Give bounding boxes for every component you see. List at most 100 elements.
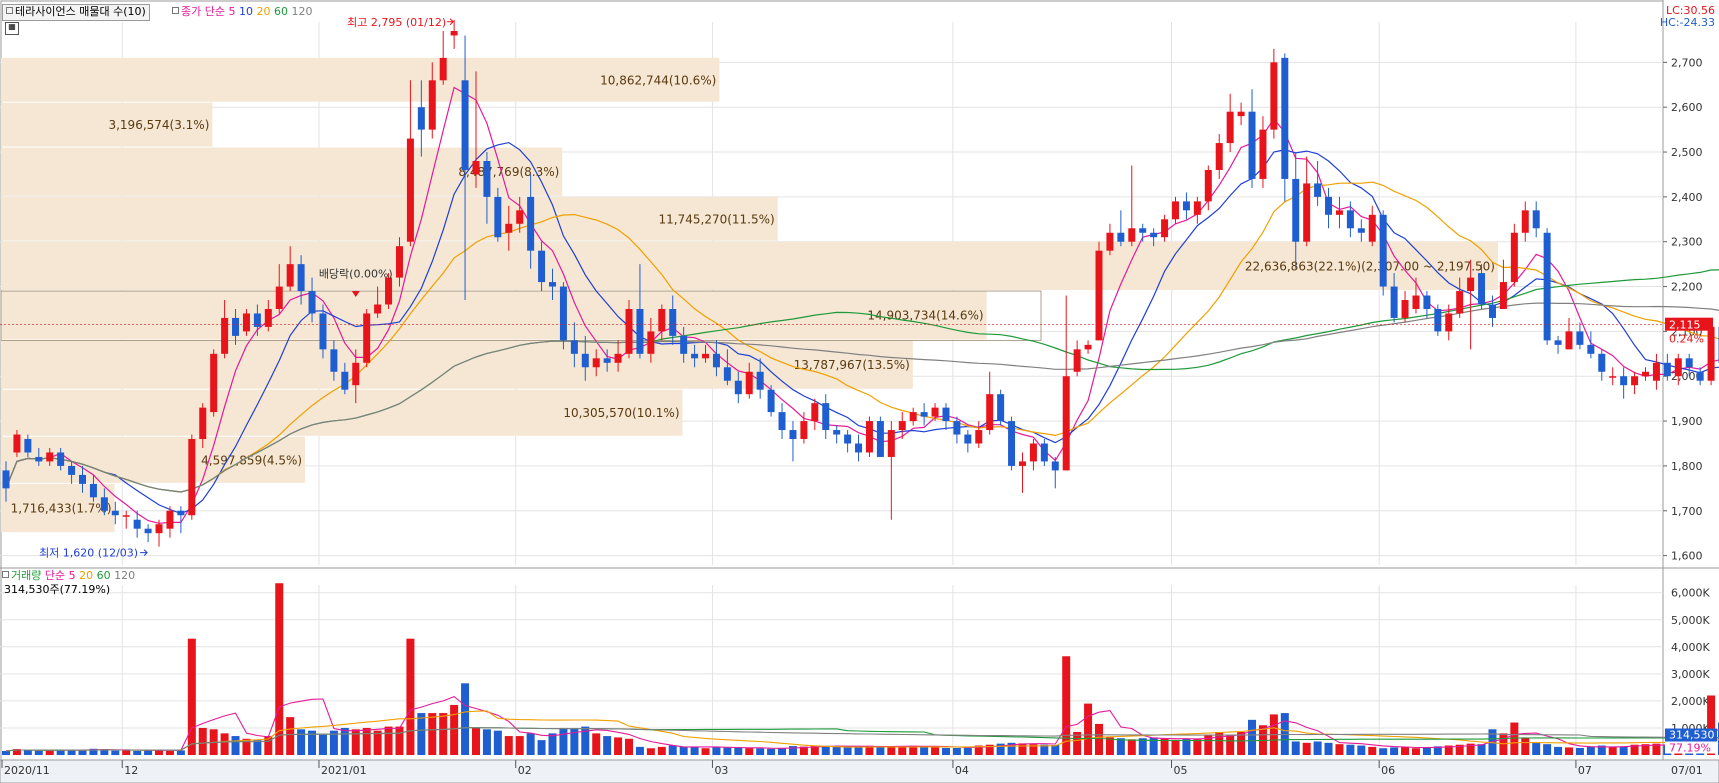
candle-body bbox=[1128, 228, 1136, 242]
candle-body bbox=[712, 353, 720, 368]
candle-body bbox=[549, 282, 556, 287]
candle-body bbox=[975, 430, 983, 444]
volume-bar bbox=[78, 750, 87, 755]
volume-ma-prefix: 단순 bbox=[44, 569, 66, 582]
candle-body bbox=[352, 362, 360, 386]
candle-body bbox=[406, 138, 414, 242]
candle-body bbox=[188, 439, 196, 516]
volume-bar bbox=[1193, 739, 1202, 755]
volume-bar bbox=[1543, 744, 1552, 755]
candle-body bbox=[1379, 214, 1387, 287]
price-tick-label: 2,500 bbox=[1671, 146, 1703, 159]
price-tick-label: 2,400 bbox=[1671, 191, 1703, 204]
volume-bar bbox=[275, 583, 284, 755]
volume-bar bbox=[384, 726, 393, 755]
candle-body bbox=[997, 394, 1005, 422]
candle-body bbox=[1008, 421, 1016, 466]
volume-bar bbox=[603, 736, 612, 755]
candle-body bbox=[122, 515, 130, 517]
volume-profile-label: 10,862,744(10.6%) bbox=[600, 73, 716, 87]
candle-body bbox=[1204, 169, 1212, 202]
volume-ma-120-line bbox=[5, 727, 1719, 752]
candle-body bbox=[833, 430, 841, 435]
volume-toggle-icon[interactable] bbox=[2, 571, 9, 578]
volume-bar bbox=[187, 638, 196, 755]
volume-bar bbox=[264, 736, 273, 755]
volume-profile-label: 3,196,574(3.1%) bbox=[108, 118, 209, 132]
volume-profile-label: 13,787,967(13.5%) bbox=[794, 358, 910, 372]
candle-body bbox=[13, 434, 21, 453]
volume-bar bbox=[1313, 741, 1322, 755]
volume-bar bbox=[406, 638, 415, 755]
volume-bar bbox=[559, 727, 568, 755]
volume-bar bbox=[1062, 656, 1071, 755]
volume-bar bbox=[329, 730, 338, 755]
volume-ma-20: 20 bbox=[79, 569, 94, 582]
candle-body bbox=[898, 421, 906, 431]
candle-body bbox=[1576, 331, 1584, 345]
candle-body bbox=[35, 456, 43, 462]
panel-toggle-icon[interactable] bbox=[6, 7, 13, 14]
volume-bar bbox=[865, 745, 874, 755]
x-tick-label: 05 bbox=[1174, 764, 1188, 777]
volume-ma-60: 60 bbox=[96, 569, 111, 582]
volume-bar bbox=[89, 748, 98, 755]
candle-body bbox=[297, 264, 305, 292]
candle-body bbox=[1467, 277, 1475, 292]
current-volume-text: 314,530주(77.19%) bbox=[4, 583, 111, 596]
volume-bar bbox=[1652, 743, 1661, 755]
candle-body bbox=[1598, 353, 1606, 372]
price-ma-120-line bbox=[5, 302, 1719, 493]
candle-body bbox=[516, 210, 524, 224]
volume-bar bbox=[1357, 745, 1366, 755]
candle-body bbox=[1521, 210, 1529, 233]
volume-bar bbox=[1707, 695, 1716, 755]
volume-bar bbox=[428, 713, 437, 755]
candle-body bbox=[177, 510, 185, 516]
current-ratio-label: 77.19% bbox=[1669, 742, 1711, 755]
volume-bar bbox=[318, 734, 327, 755]
volume-bar bbox=[646, 748, 655, 755]
volume-bar bbox=[1630, 744, 1639, 755]
volume-profile-bar bbox=[1, 196, 778, 241]
candle-body bbox=[723, 367, 731, 381]
volume-bar bbox=[1455, 744, 1464, 755]
candle-body bbox=[1565, 331, 1573, 350]
volume-profile-bar bbox=[1, 241, 1498, 291]
table-icon[interactable]: ▦ bbox=[5, 22, 19, 35]
volume-bar bbox=[1379, 748, 1388, 755]
volume-bar bbox=[1182, 739, 1191, 755]
volume-profile-bar bbox=[1, 389, 683, 436]
volume-bar bbox=[1368, 746, 1377, 755]
x-tick-label: 2020/11 bbox=[4, 764, 50, 777]
low-marker-arrow bbox=[140, 549, 148, 556]
volume-bar bbox=[581, 726, 590, 755]
volume-bar bbox=[395, 726, 404, 755]
candle-body bbox=[1663, 362, 1671, 377]
volume-bar bbox=[548, 733, 557, 755]
ma-legend-5: 5 bbox=[228, 5, 236, 18]
volume-bar bbox=[843, 746, 852, 755]
candle-body bbox=[1270, 62, 1278, 130]
candle-body bbox=[374, 304, 382, 314]
volume-bar bbox=[1007, 742, 1016, 755]
volume-bar bbox=[1444, 745, 1453, 755]
candle-body bbox=[570, 340, 578, 354]
candle-body bbox=[100, 497, 108, 511]
candle-body bbox=[1193, 201, 1201, 215]
x-tick-label: 07/01 bbox=[1671, 764, 1703, 777]
x-axis-band bbox=[0, 759, 1719, 783]
candle-body bbox=[144, 528, 152, 534]
x-tick-label: 06 bbox=[1381, 764, 1395, 777]
volume-bar bbox=[1641, 744, 1650, 755]
volume-profile-bar bbox=[1, 147, 563, 196]
price-tick-label: 1,800 bbox=[1671, 460, 1703, 473]
candle-body bbox=[680, 335, 688, 354]
candle-body bbox=[887, 430, 895, 457]
volume-bar bbox=[122, 750, 131, 755]
volume-tick-label: 2,000K bbox=[1671, 695, 1710, 708]
volume-bar bbox=[1433, 746, 1442, 755]
candle-body bbox=[931, 407, 939, 417]
candle-body bbox=[1707, 326, 1715, 381]
